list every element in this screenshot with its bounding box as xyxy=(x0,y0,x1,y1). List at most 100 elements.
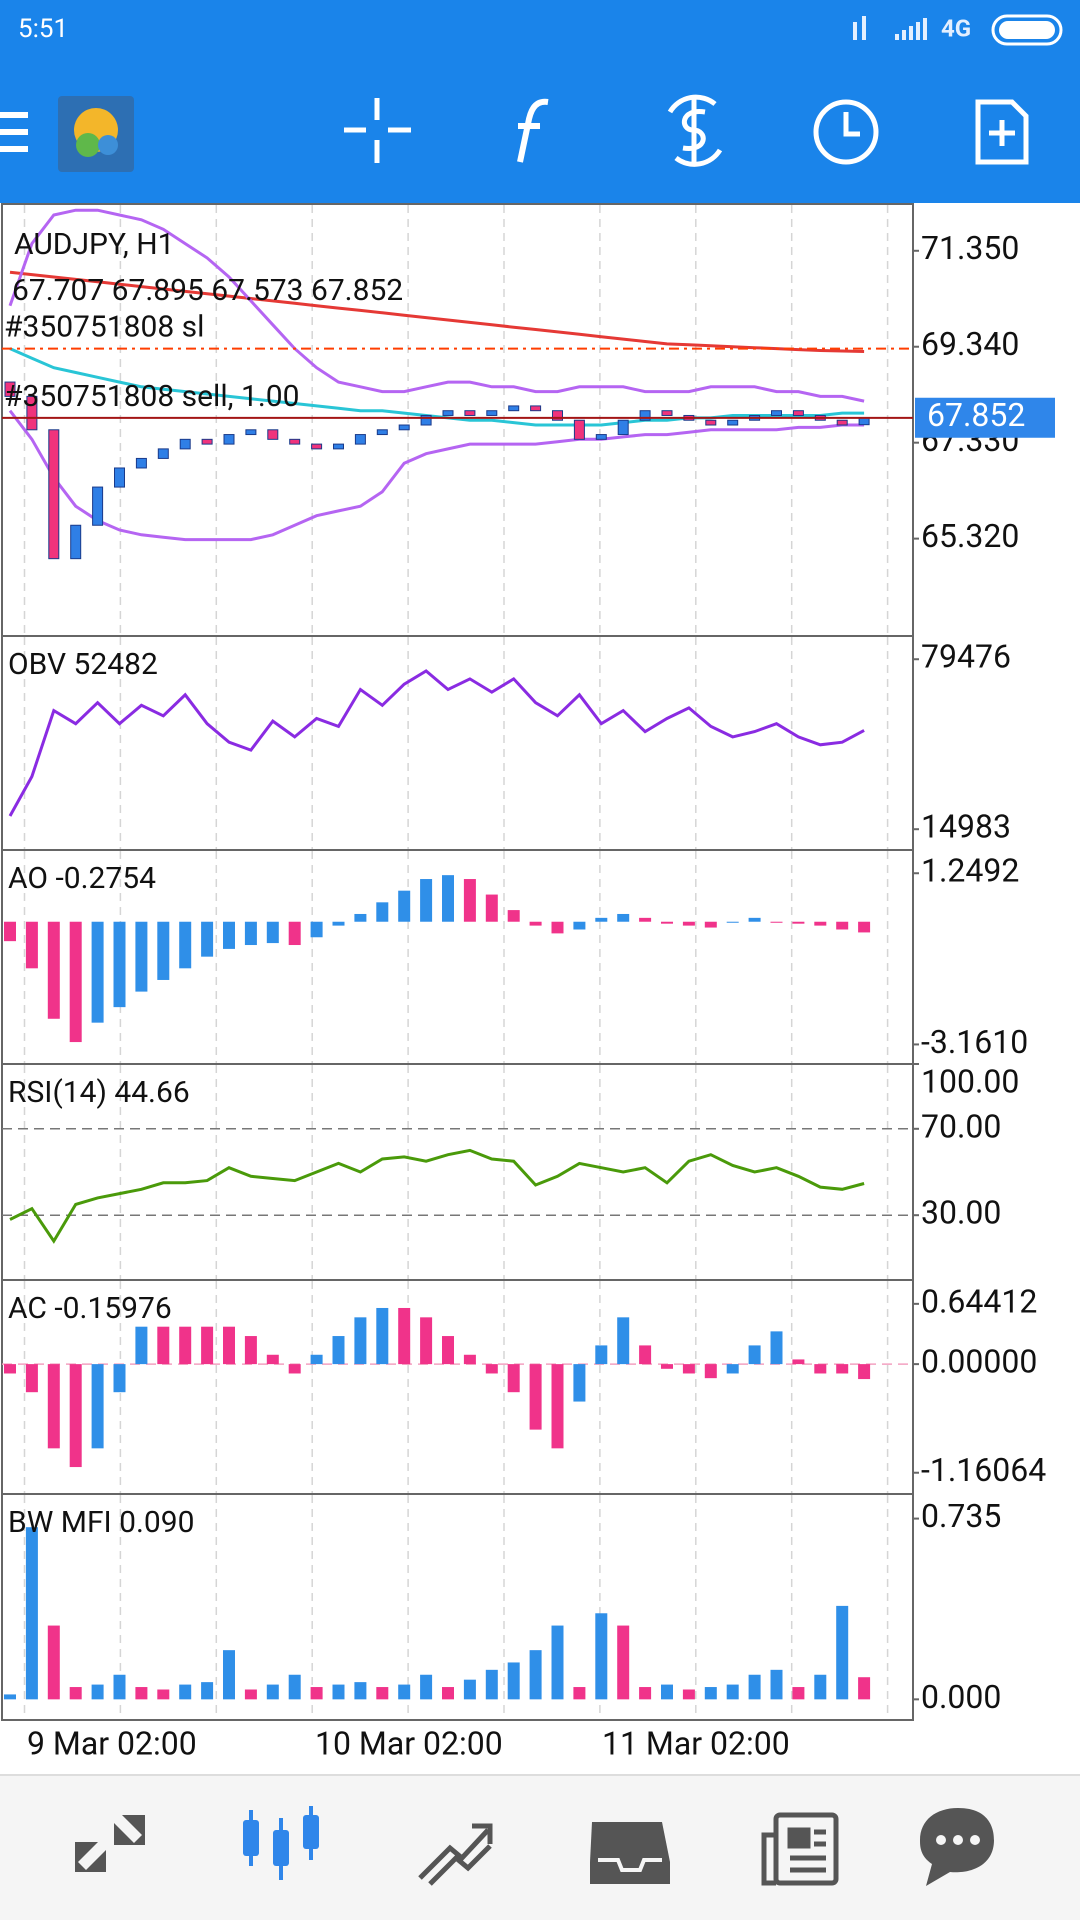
candle xyxy=(836,419,848,426)
histogram-bar xyxy=(4,1364,16,1374)
histogram-bar xyxy=(595,1613,608,1700)
histogram-bar xyxy=(310,1354,323,1365)
candle xyxy=(617,419,629,436)
histogram-bar xyxy=(332,1336,345,1365)
app-logo[interactable] xyxy=(58,96,134,172)
histogram-bar xyxy=(814,1364,827,1374)
histogram-bar xyxy=(507,1364,520,1393)
histogram-bar xyxy=(47,1364,60,1449)
status-time: 5:51 xyxy=(18,14,68,44)
panel-title: AC -0.15976 xyxy=(8,1291,172,1326)
history-tab[interactable] xyxy=(590,1822,670,1884)
histogram-bar xyxy=(179,921,192,969)
y-tick-label: 70.00 xyxy=(921,1107,1001,1145)
candle xyxy=(245,429,257,436)
y-tick-label: -1.16064 xyxy=(921,1451,1046,1489)
x-tick-label: 11 Mar 02:00 xyxy=(602,1724,790,1762)
y-tick-label: 0.64412 xyxy=(921,1282,1037,1320)
chart-tab[interactable] xyxy=(243,1806,319,1880)
histogram-bar xyxy=(748,1674,761,1700)
panel-title: AUDJPY, H1 xyxy=(14,227,174,262)
quotes-tab[interactable] xyxy=(75,1815,145,1872)
histogram-bar xyxy=(836,1364,849,1374)
histogram-bar xyxy=(4,921,16,942)
histogram-bar xyxy=(4,1694,16,1700)
candle xyxy=(661,410,673,416)
histogram-bar xyxy=(507,910,520,922)
histogram-bar xyxy=(704,1687,717,1700)
histogram-bar xyxy=(551,1625,564,1700)
indicator-line xyxy=(9,1148,865,1244)
histogram-bar xyxy=(639,1345,652,1365)
candle xyxy=(771,410,782,416)
histogram-bar xyxy=(420,1317,433,1365)
histogram-bar xyxy=(69,1364,82,1468)
y-tick-label: 79476 xyxy=(921,638,1011,676)
menu-button[interactable] xyxy=(0,112,28,152)
crosshair-button[interactable] xyxy=(344,98,411,163)
histogram-bar xyxy=(135,1687,148,1700)
trade-tab[interactable] xyxy=(418,1823,493,1886)
y-tick-label: 14983 xyxy=(921,808,1011,846)
candle xyxy=(135,457,147,469)
x-tick-label: 9 Mar 02:00 xyxy=(27,1724,197,1762)
histogram-bar xyxy=(179,1326,192,1365)
histogram-bar xyxy=(748,917,761,922)
histogram-bar xyxy=(814,921,827,926)
candle xyxy=(70,524,82,560)
candle xyxy=(201,438,213,445)
histogram-bar xyxy=(266,921,279,944)
indicators-button[interactable] xyxy=(517,98,549,163)
histogram-bar xyxy=(551,921,564,934)
histogram-bar xyxy=(704,1364,717,1379)
news-tab[interactable] xyxy=(761,1812,839,1886)
histogram-bar xyxy=(244,921,257,946)
histogram-bar xyxy=(770,921,783,923)
indicator-line xyxy=(8,669,865,817)
candle xyxy=(376,429,388,436)
candle xyxy=(705,419,717,426)
histogram-bar xyxy=(442,875,454,922)
histogram-bar xyxy=(288,1364,301,1374)
histogram-bar xyxy=(398,1307,411,1365)
candle xyxy=(92,486,104,526)
histogram-bar xyxy=(792,1359,805,1365)
candle xyxy=(157,448,169,459)
histogram-bar xyxy=(792,921,805,924)
histogram-bar xyxy=(836,921,849,930)
histogram-bar xyxy=(682,1364,695,1374)
candle xyxy=(727,419,739,426)
last-price-box xyxy=(915,397,1055,438)
y-tick-label: 65.320 xyxy=(921,517,1019,555)
histogram-bar xyxy=(288,1674,301,1700)
histogram-bar xyxy=(507,1662,520,1700)
candle xyxy=(4,381,16,397)
histogram-bar xyxy=(332,1684,345,1700)
histogram-bar xyxy=(91,921,104,1023)
histogram-bar xyxy=(376,1307,389,1365)
candle xyxy=(595,434,607,440)
trade-button[interactable] xyxy=(667,94,723,167)
histogram-bar xyxy=(442,1336,454,1365)
y-tick-label: 0.000 xyxy=(921,1678,1001,1716)
histogram-bar xyxy=(792,1687,805,1700)
period-button[interactable] xyxy=(813,99,879,165)
new-order-button[interactable] xyxy=(975,99,1029,165)
panel-title: OBV 52482 xyxy=(8,647,158,682)
histogram-bar xyxy=(157,1689,170,1700)
chat-tab[interactable] xyxy=(920,1808,994,1886)
panel-title: AO -0.2754 xyxy=(8,861,156,896)
histogram-bar xyxy=(617,913,630,922)
histogram-bar xyxy=(69,921,82,1043)
histogram-bar xyxy=(617,1625,630,1700)
histogram-bar xyxy=(551,1364,564,1449)
candle xyxy=(398,424,410,431)
histogram-bar xyxy=(485,1364,498,1374)
candle xyxy=(48,429,60,560)
histogram-bar xyxy=(463,1679,476,1700)
histogram-bar xyxy=(682,921,695,926)
candle xyxy=(311,443,323,450)
histogram-bar xyxy=(398,890,411,922)
x-tick-label: 10 Mar 02:00 xyxy=(315,1724,503,1762)
candle xyxy=(179,438,191,450)
